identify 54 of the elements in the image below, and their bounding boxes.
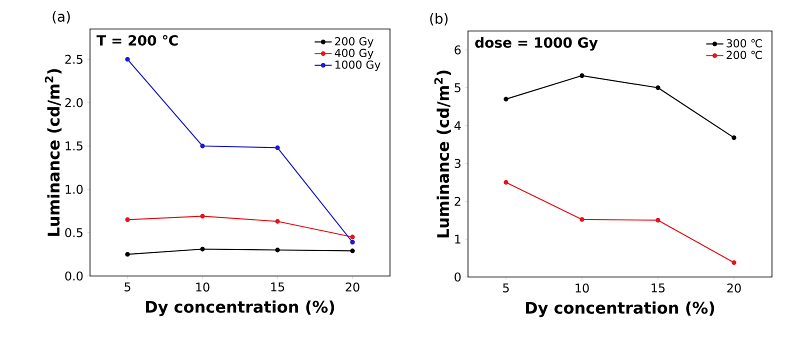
point — [200, 246, 205, 252]
point — [350, 234, 355, 240]
point — [504, 96, 508, 102]
point — [275, 219, 280, 224]
point — [125, 252, 130, 257]
point — [580, 73, 584, 78]
y-axis-title: Luminance (cd/m$^{2}$) — [44, 69, 62, 236]
point — [656, 218, 660, 223]
annotation: dose = 1000 Gy — [475, 37, 598, 51]
y-tick-label: 0.5 — [65, 228, 82, 238]
point — [275, 145, 280, 150]
chart-title: (b) — [430, 12, 448, 26]
legend-label: 300 ℃ — [726, 39, 762, 48]
y-tick-label: 6 — [454, 45, 461, 54]
x-tick-label: 10 — [196, 282, 210, 292]
chart-title: (a) — [52, 10, 70, 24]
annotation: T = 200 ℃ — [96, 34, 178, 46]
x-axis-title: Dy concentration (%) — [526, 301, 714, 318]
legend-label: 200 Gy — [335, 37, 374, 48]
x-tick-label: 10 — [576, 284, 589, 293]
y-tick-label: 4 — [454, 121, 461, 130]
y-tick-label: 2.5 — [65, 54, 82, 64]
point — [125, 217, 130, 222]
y-tick-label: 1.5 — [66, 142, 82, 150]
x-tick-label: 20 — [346, 282, 360, 292]
y-tick-label: 0.0 — [65, 271, 83, 281]
x-axis-title: Dy concentration (%) — [146, 300, 334, 316]
point — [275, 248, 280, 252]
point — [125, 56, 130, 62]
y-tick-label: 1 — [455, 234, 460, 244]
legend-label: 200 ℃ — [726, 50, 762, 60]
point — [350, 248, 355, 254]
y-tick-label: 2 — [454, 196, 460, 206]
y-tick-label: 3 — [454, 158, 460, 168]
point — [732, 260, 736, 265]
point — [504, 180, 508, 185]
x-tick-label: 15 — [652, 284, 665, 292]
y-tick-label: 2.0 — [65, 98, 83, 108]
x-tick-label: 15 — [271, 282, 284, 292]
legend-label: 400 Gy — [334, 48, 374, 60]
legend-label: 1000 Gy — [335, 60, 380, 71]
y-tick-label: 1.0 — [66, 184, 83, 194]
point — [200, 214, 205, 219]
point — [350, 240, 355, 245]
point — [200, 144, 205, 148]
y-tick-label: 5 — [454, 83, 460, 92]
y-tick-label: 0 — [454, 272, 461, 282]
point — [580, 217, 584, 222]
point — [732, 135, 736, 140]
x-tick-label: 5 — [503, 284, 509, 292]
point — [656, 85, 660, 90]
x-tick-label: 5 — [124, 282, 130, 292]
y-axis-title: Luminance (cd/m$^{2}$) — [434, 70, 451, 238]
x-tick-label: 20 — [727, 284, 741, 293]
